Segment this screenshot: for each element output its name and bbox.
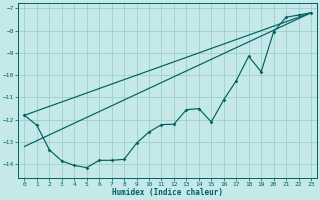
X-axis label: Humidex (Indice chaleur): Humidex (Indice chaleur) — [112, 188, 223, 197]
